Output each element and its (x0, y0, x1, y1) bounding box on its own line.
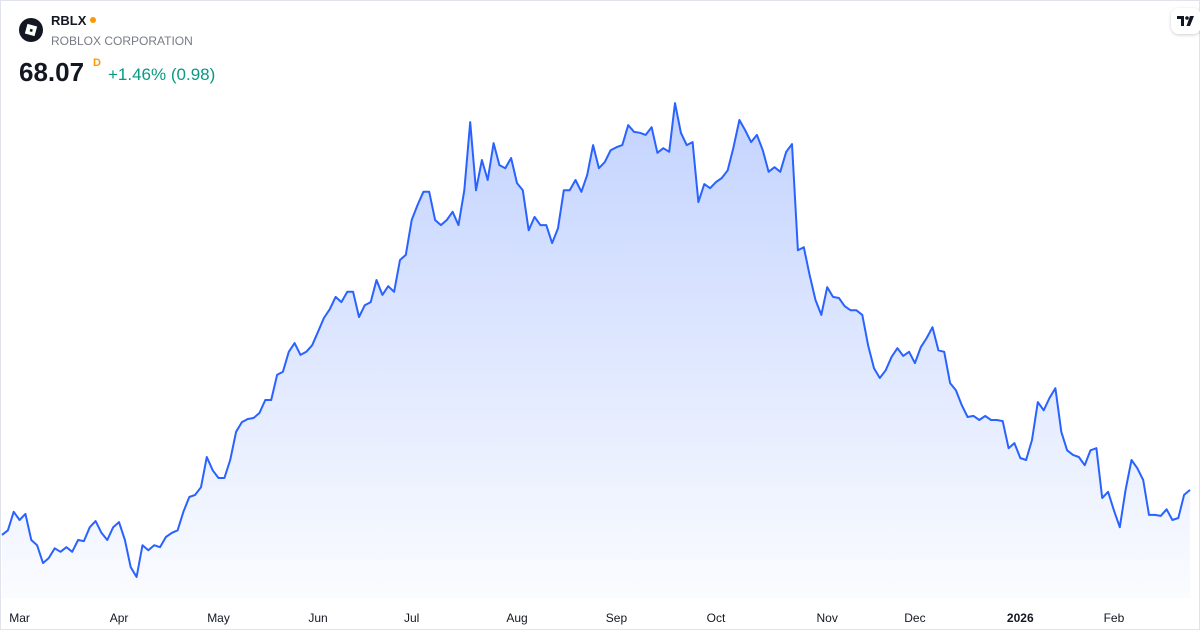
x-tick-label: Oct (707, 611, 726, 625)
symbol: RBLX (51, 13, 87, 28)
price-line (1, 102, 1191, 578)
x-tick-label: Dec (904, 611, 925, 625)
x-tick-label: Mar (9, 611, 30, 625)
x-tick-label: Jun (308, 611, 327, 625)
price: 68.07 (19, 57, 84, 87)
tv-logo-dot (1185, 16, 1189, 20)
company-name: ROBLOX CORPORATION (51, 34, 193, 48)
x-tick-label: Apr (110, 611, 129, 625)
x-tick-label: May (207, 611, 230, 625)
x-tick-label: Sep (606, 611, 628, 625)
tv-logo-1 (1177, 16, 1184, 26)
price-change: +1.46% (0.98) (108, 65, 215, 84)
tv-logo-bg[interactable] (1171, 8, 1200, 34)
x-tick-label: Nov (816, 611, 837, 625)
tv-logo[interactable] (1171, 8, 1200, 34)
x-tick-label: 2026 (1007, 611, 1034, 625)
tv-logo-7 (1186, 16, 1194, 26)
interval: D (93, 57, 101, 69)
status-dot (90, 17, 96, 23)
x-tick-label: Aug (506, 611, 527, 625)
x-tick-label: Jul (404, 611, 419, 625)
area-fill (2, 103, 1190, 598)
plot-area: Mar Apr May Jun Jul Aug Sep Oct Nov Dec 2026 Feb (1, 102, 1191, 625)
logo-hole (29, 28, 33, 32)
header: RBLX ROBLOX CORPORATION 68.07 D +1.46% (… (19, 13, 215, 87)
x-tick-label: Feb (1104, 611, 1125, 625)
